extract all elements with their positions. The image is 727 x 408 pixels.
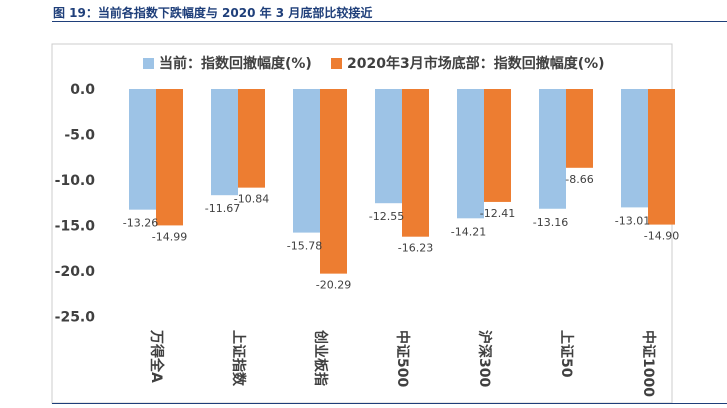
legend-swatch-2 [331, 58, 342, 69]
bar-current-2 [211, 89, 238, 196]
bar-2020-6 [566, 89, 593, 168]
bar-current-7 [621, 89, 648, 208]
data-label-current-3: -15.78 [287, 240, 322, 253]
title-rule [52, 21, 727, 22]
bars [129, 89, 675, 274]
x-axis: 万得全A 上证指数 创业板指 中证500 沪深300 上证50 中证1000 [148, 329, 657, 397]
bar-2020-7 [648, 89, 675, 225]
y-tick-label: -10.0 [55, 173, 96, 189]
category-label-6: 上证50 [558, 330, 574, 378]
bar-2020-3 [320, 89, 347, 274]
y-tick-label: 0.0 [70, 82, 95, 98]
data-label-current-7: -13.01 [615, 214, 650, 227]
bar-2020-1 [156, 89, 183, 226]
data-label-current-2: -11.67 [205, 202, 240, 215]
bottom-rule [52, 403, 727, 404]
legend: 当前：指数回撤幅度(%) 2020年3月市场底部：指数回撤幅度(%) [143, 55, 605, 72]
bar-2020-5 [484, 89, 511, 202]
data-label-2020-5: -12.41 [480, 207, 515, 220]
legend-label-1: 当前：指数回撤幅度(%) [159, 55, 312, 72]
category-label-3: 创业板指 [312, 329, 329, 386]
bar-current-5 [457, 89, 484, 219]
bar-2020-4 [402, 89, 429, 237]
category-label-4: 中证500 [394, 330, 411, 387]
data-label-2020-6: -8.66 [565, 173, 593, 186]
bar-current-6 [539, 89, 566, 209]
category-label-7: 中证1000 [640, 330, 657, 397]
data-labels: -13.26-14.99 -11.67-10.84 -15.78 -20.29 -12.… [123, 173, 679, 292]
bar-current-1 [129, 89, 156, 210]
category-label-2: 上证指数 [230, 330, 247, 387]
legend-label-2: 2020年3月市场底部：指数回撤幅度(%) [347, 55, 605, 72]
data-label-2020-7: -14.90 [644, 230, 679, 243]
y-tick-label: -20.0 [55, 264, 96, 280]
figure-title: 图 19：当前各指数下跌幅度与 2020 年 3 月底部比较接近 [53, 6, 373, 20]
legend-swatch-1 [143, 58, 154, 69]
y-tick-label: -25.0 [55, 310, 96, 326]
data-label-2020-4: -16.23 [398, 242, 433, 255]
y-tick-label: -15.0 [55, 219, 96, 235]
category-label-5: 沪深300 [476, 330, 493, 387]
data-label-current-4: -12.55 [369, 210, 404, 223]
data-label-current-1: -13.26 [123, 217, 158, 230]
bar-current-4 [375, 89, 402, 204]
data-label-2020-3: -20.29 [316, 279, 351, 292]
data-label-2020-1: -14.99 [152, 230, 187, 243]
bar-current-3 [293, 89, 320, 233]
y-tick-label: -5.0 [64, 128, 95, 144]
y-axis: 0.0 -5.0 -10.0 -15.0 -20.0 -25.0 [55, 82, 96, 326]
data-label-current-5: -14.21 [451, 225, 486, 238]
data-label-current-6: -13.16 [533, 216, 568, 229]
category-label-1: 万得全A [148, 329, 165, 383]
bar-2020-2 [238, 89, 265, 188]
data-label-2020-2: -10.84 [234, 193, 269, 206]
